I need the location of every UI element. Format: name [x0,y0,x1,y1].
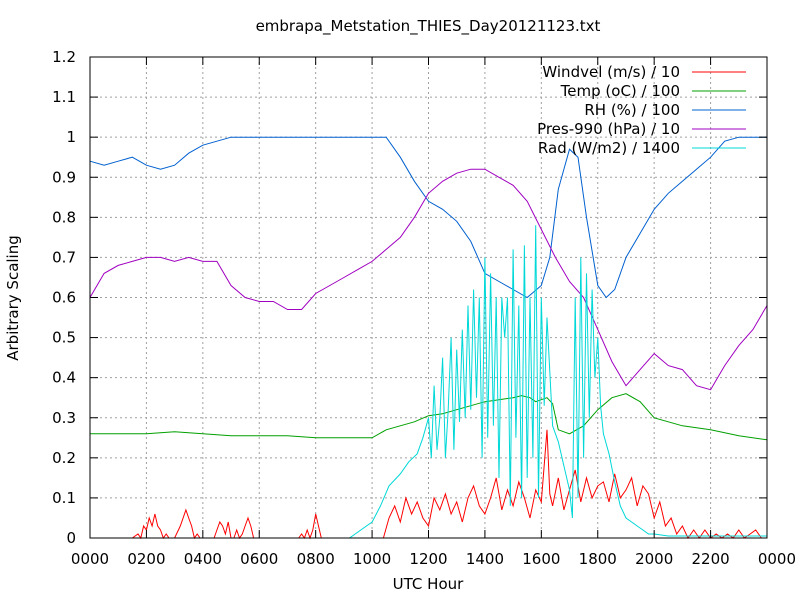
x-tick-label: 1800 [579,550,617,568]
x-tick-label: 0200 [127,550,165,568]
series-line-4 [90,225,767,539]
legend-label: Pres-990 (hPa) / 10 [537,120,680,138]
series-line-1 [90,393,768,441]
legend-label: Temp (oC) / 100 [560,82,680,100]
x-tick-labels: 0000 0200 0400 0600 0800 1000 1200 1400 1600 1800… [71,550,796,568]
legend-label: RH (%) / 100 [584,101,680,119]
y-tick-label: 1 [66,128,76,146]
x-tick-label: 0000 [758,550,796,568]
legend-item: Windvel (m/s) / 10 [542,63,746,81]
y-tick-label: 0.2 [52,449,76,467]
y-axis-label: Arbitrary Scaling [4,235,22,361]
y-tick-label: 0.6 [52,289,76,307]
series-line-2 [89,136,767,299]
legend-label: Rad (W/m2) / 1400 [538,139,680,157]
x-tick-label: 2200 [691,550,729,568]
y-tick-label: 0.8 [52,208,76,226]
x-tick-label: 0000 [71,550,109,568]
x-tick-label: 0400 [184,550,222,568]
y-tick-label: 0.5 [52,329,76,347]
y-tick-label: 0.4 [52,369,76,387]
series-line-3 [89,168,768,391]
y-tick-label: 0 [66,529,76,547]
x-axis-label: UTC Hour [393,575,464,593]
y-tick-label: 1.2 [52,48,76,66]
y-tick-label: 0.3 [52,409,76,427]
y-tick-label: 1.1 [52,88,76,106]
legend-item: Temp (oC) / 100 [560,82,746,100]
legend-item: RH (%) / 100 [584,101,746,119]
x-tick-label: 1200 [409,550,447,568]
y-tick-label: 0.9 [52,168,76,186]
x-tick-label: 2000 [635,550,673,568]
x-tick-label: 1400 [466,550,504,568]
x-tick-label: 0800 [297,550,335,568]
legend-label: Windvel (m/s) / 10 [542,63,680,81]
axis-ticks [89,56,768,539]
x-tick-label: 1000 [353,550,391,568]
legend-item: Pres-990 (hPa) / 10 [537,120,746,138]
legend-item: Rad (W/m2) / 1400 [538,139,746,157]
y-tick-label: 0.1 [52,489,76,507]
x-tick-label: 0600 [240,550,278,568]
chart-title: embrapa_Metstation_THIES_Day20121123.txt [256,17,601,36]
y-tick-label: 0.7 [52,248,76,266]
x-tick-label: 1600 [522,550,560,568]
y-tick-labels: 0 0.1 0.2 0.3 0.4 0.5 0.6 0.7 0.8 0.9 1 1.1 1.2 [52,48,76,547]
